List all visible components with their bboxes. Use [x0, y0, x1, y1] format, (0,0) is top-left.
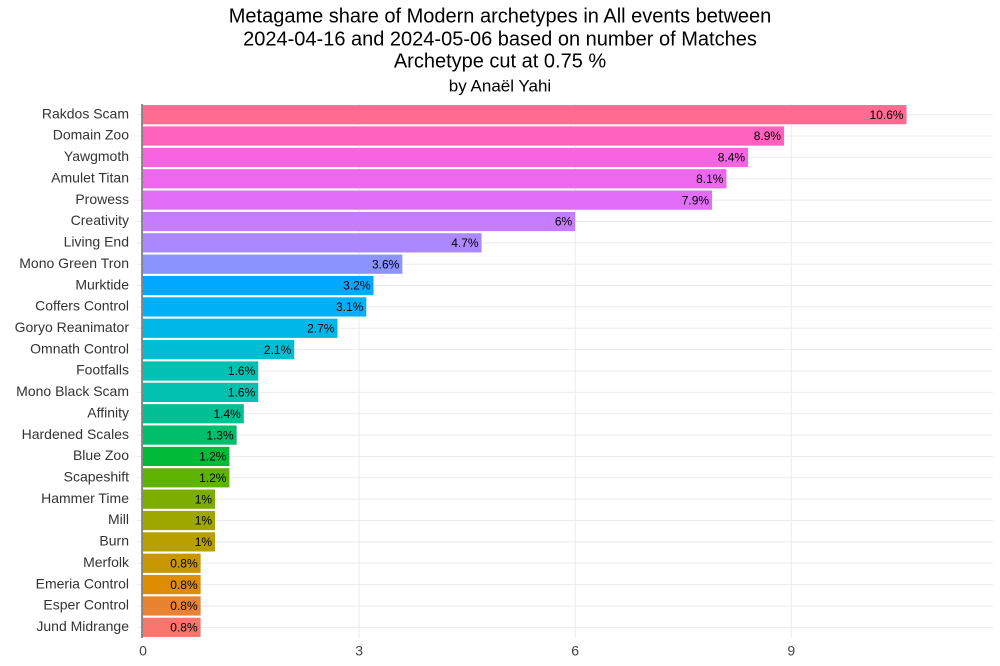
bar [143, 489, 216, 509]
y-tick-label: Esper Control [43, 597, 129, 613]
y-tick-label: Rakdos Scam [42, 105, 129, 121]
y-tick-label: Jund Midrange [36, 618, 129, 634]
bar [143, 510, 216, 531]
bar [143, 468, 230, 488]
value-label: 1.2% [199, 471, 227, 485]
bar [143, 147, 749, 168]
value-label: 7.9% [682, 193, 710, 207]
bar [143, 318, 338, 338]
x-tick-label: 3 [355, 643, 363, 659]
bar [143, 532, 216, 552]
chart-title: Metagame share of Modern archetypes in A… [229, 5, 772, 27]
value-label: 1.2% [199, 450, 227, 464]
bar [143, 126, 785, 146]
y-tick-label: Footfalls [76, 362, 129, 378]
y-tick-label: Murktide [75, 276, 129, 292]
y-tick-label: Hammer Time [41, 490, 129, 506]
value-label: 0.8% [170, 599, 198, 613]
bar [143, 105, 907, 125]
bar [143, 425, 237, 445]
value-label: 2.1% [264, 343, 292, 357]
bar [143, 254, 403, 274]
y-tick-label: Merfolk [83, 554, 130, 570]
value-label: 1.3% [206, 428, 234, 442]
y-tick-label: Yawgmoth [64, 148, 129, 164]
value-label: 1% [195, 535, 213, 549]
y-tick-label: Living End [64, 234, 129, 250]
y-tick-label: Hardened Scales [22, 426, 129, 442]
bar [143, 553, 201, 573]
x-tick-label: 9 [787, 643, 795, 659]
bar [143, 297, 367, 317]
y-tick-label: Goryo Reanimator [15, 319, 130, 335]
chart-subtitle: by Anaël Yahi [449, 76, 551, 95]
value-label: 0.8% [170, 556, 198, 570]
bar [143, 361, 259, 381]
value-label: 2.7% [307, 321, 335, 335]
y-tick-label: Blue Zoo [73, 447, 129, 463]
bar [143, 169, 727, 189]
x-tick-label: 6 [571, 643, 579, 659]
value-label: 1.4% [213, 407, 241, 421]
value-label: 4.7% [451, 236, 479, 250]
value-label: 3.2% [343, 279, 371, 293]
y-tick-label: Affinity [87, 404, 129, 420]
y-tick-label: Coffers Control [35, 298, 129, 314]
value-label: 0.8% [170, 620, 198, 634]
bar [143, 233, 482, 253]
y-tick-label: Amulet Titan [51, 169, 129, 185]
value-label: 0.8% [170, 578, 198, 592]
value-label: 1.6% [228, 386, 256, 400]
value-label: 1% [195, 492, 213, 506]
bar [143, 404, 244, 424]
chart-title: Archetype cut at 0.75 % [394, 50, 607, 72]
y-tick-label: Domain Zoo [53, 127, 129, 143]
y-tick-label: Creativity [71, 212, 129, 228]
y-tick-label: Omnath Control [30, 340, 129, 356]
value-label: 6% [555, 215, 573, 229]
value-label: 8.4% [718, 151, 746, 165]
value-label: 1.6% [228, 364, 256, 378]
bar [143, 190, 713, 210]
bar [143, 382, 259, 402]
chart-title: 2024-04-16 and 2024-05-06 based on numbe… [243, 28, 757, 50]
y-tick-label: Mono Green Tron [19, 255, 129, 271]
value-label: 8.1% [696, 172, 724, 186]
value-label: 3.1% [336, 300, 364, 314]
value-label: 3.6% [372, 257, 400, 271]
y-tick-label: Burn [99, 533, 129, 549]
x-tick-label: 0 [139, 643, 147, 659]
bar [143, 574, 201, 595]
value-label: 10.6% [870, 108, 904, 122]
bar [143, 340, 295, 360]
y-tick-label: Emeria Control [36, 575, 129, 591]
bar [143, 596, 201, 616]
bar [143, 211, 576, 232]
y-tick-label: Mill [108, 511, 129, 527]
bar [143, 446, 230, 467]
value-label: 1% [195, 514, 213, 528]
bar [143, 275, 374, 296]
y-tick-label: Mono Black Scam [16, 383, 129, 399]
y-tick-label: Scapeshift [64, 469, 129, 485]
value-label: 8.9% [754, 129, 782, 143]
y-tick-label: Prowess [75, 191, 129, 207]
bar [143, 617, 201, 637]
